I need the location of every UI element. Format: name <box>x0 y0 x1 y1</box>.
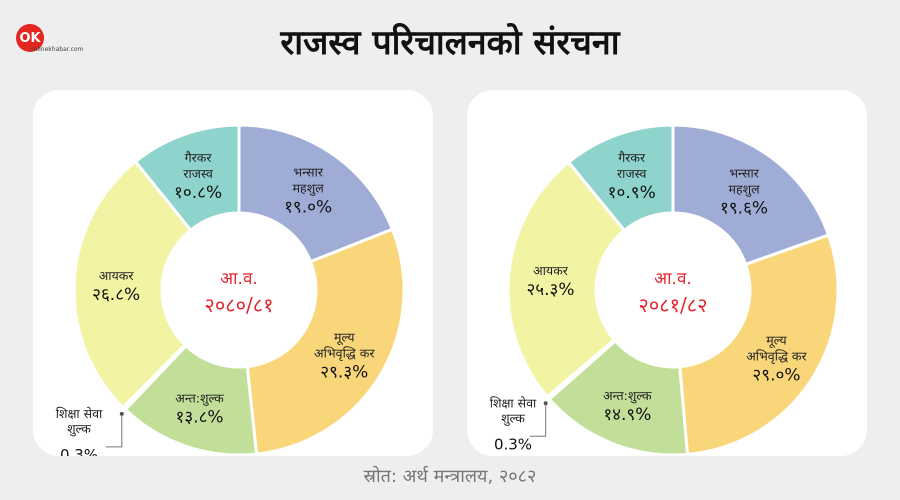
donut-slice <box>566 123 675 233</box>
slice-label: अभिवृद्धि कर <box>746 349 807 365</box>
donut-hole <box>163 214 315 366</box>
slice-label: मूल्य <box>766 333 787 349</box>
slice-label: राजस्व <box>183 166 213 181</box>
page-title: राजस्व परिचालनको संरचना <box>280 23 620 63</box>
slice-value: १९.०% <box>284 197 332 217</box>
slice-label: भन्सार <box>729 166 760 181</box>
slice-value: २९.०% <box>752 366 800 386</box>
slice-value: 0.3% <box>494 435 532 453</box>
center-label-year: २०८१/८२ <box>638 293 707 317</box>
leader-dot <box>119 411 124 416</box>
slice-label: अन्त:शुल्क <box>175 390 224 406</box>
slice-label: गैरकर <box>185 150 213 165</box>
slice-label: अन्त:शुल्क <box>603 388 652 404</box>
slice-label: गैरकर <box>618 150 646 165</box>
slice-value: १३.८% <box>175 407 223 427</box>
donut-slice <box>133 123 241 233</box>
donut-slice <box>237 123 395 264</box>
slice-label: शुल्क <box>67 421 91 437</box>
donut-slice <box>506 160 627 399</box>
slice-value: १९.६% <box>720 199 768 219</box>
leader-line <box>529 405 547 437</box>
center-label-fiscal: आ.व. <box>654 269 692 289</box>
slice-label: महशुल <box>728 182 760 198</box>
donut-slice <box>671 123 831 267</box>
chart-panel-2080-81: भन्सार महशुल १९.०% मूल्य अभिवृद्धि कर २९.३% अन… <box>33 90 433 456</box>
donut-slice <box>678 233 840 456</box>
slice-value: १०.८% <box>174 183 222 203</box>
logo-subtext: onlinekhabar.com <box>30 46 84 53</box>
slice-value: १०.९% <box>608 183 656 203</box>
slice-label: अभिवृद्धि कर <box>314 346 375 362</box>
chart-panel-2081-82: भन्सार महशुल १९.६% मूल्य अभिवृद्धि कर २९.०% अन… <box>467 90 867 456</box>
center-label-fiscal: आ.व. <box>220 269 258 289</box>
donut-slice <box>72 159 193 410</box>
slice-label: राजस्व <box>617 166 647 181</box>
brand-logo: OK onlinekhabar.com <box>16 24 83 53</box>
leader-dot <box>543 401 548 406</box>
slice-label: शिक्षा सेवा <box>490 395 537 410</box>
slice-label: मूल्य <box>334 330 355 346</box>
slice-label: भन्सार <box>293 164 324 179</box>
leader-line <box>105 415 123 448</box>
donut-hole <box>597 214 749 366</box>
source-note: स्रोत: अर्थ मन्त्रालय, २०८२ <box>363 466 537 487</box>
slice-value: २६.८% <box>92 285 140 305</box>
slice-label: शुल्क <box>501 410 525 426</box>
center-label-year: २०८०/८१ <box>204 293 273 317</box>
slice-value: 0.3% <box>60 446 98 456</box>
slice-label: महशुल <box>293 180 325 196</box>
slice-label: आयकर <box>99 268 135 283</box>
slice-value: २५.३% <box>526 280 574 300</box>
slice-value: २९.३% <box>320 363 368 383</box>
slice-label: शिक्षा सेवा <box>56 406 103 421</box>
slice-value: १४.९% <box>603 405 651 425</box>
logo-mark: OK <box>16 24 44 52</box>
slice-label: आयकर <box>533 263 569 278</box>
donut-slice <box>245 227 406 456</box>
